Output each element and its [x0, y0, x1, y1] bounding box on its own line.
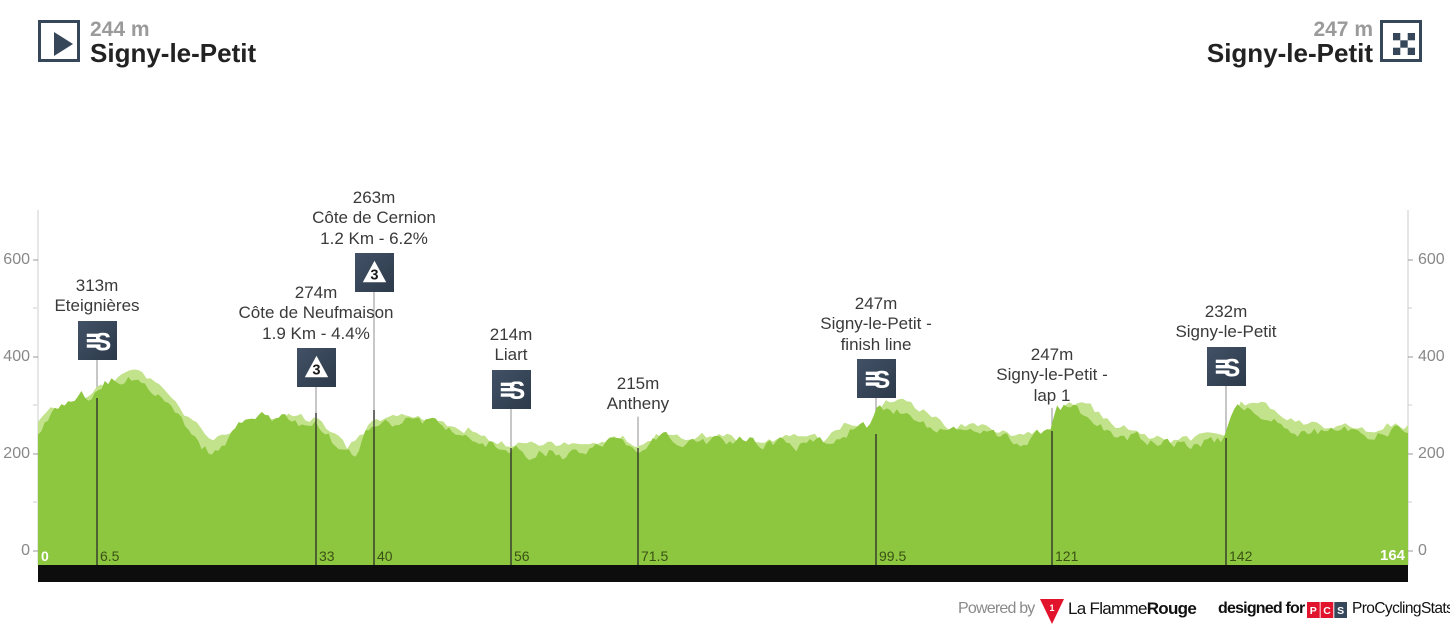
svg-text:S: S	[873, 366, 890, 394]
svg-text:3: 3	[370, 267, 378, 283]
svg-text:S: S	[94, 328, 111, 356]
svg-text:S: S	[1223, 354, 1240, 382]
svg-text:S: S	[508, 377, 525, 405]
svg-text:3: 3	[312, 362, 320, 378]
